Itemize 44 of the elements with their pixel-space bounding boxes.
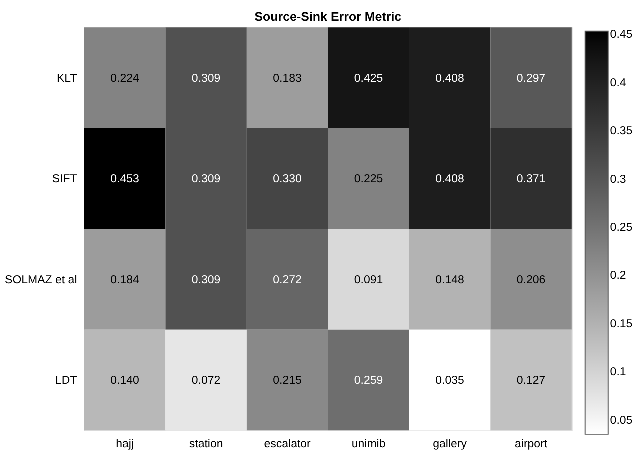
data-label: 0.072	[192, 375, 221, 388]
data-label: 0.184	[110, 274, 140, 286]
data-label: 0.309	[192, 174, 221, 186]
data-label: 0.408	[436, 72, 464, 85]
color-bar-label: 0.2	[610, 270, 626, 282]
color-bar-label: 0.4	[610, 77, 627, 90]
data-label: 0.371	[516, 174, 546, 186]
data-label: 0.259	[354, 375, 384, 388]
data-label: 0.309	[192, 72, 221, 85]
data-label: 0.215	[273, 375, 302, 388]
color-bar-label: 0.1	[610, 366, 626, 379]
color-bar-label: 0.3	[610, 174, 626, 186]
data-label: 0.330	[273, 174, 302, 186]
x-tick-label: station	[189, 438, 224, 450]
chart-title: Source-Sink Error Metric	[254, 10, 402, 24]
data-label: 0.453	[110, 174, 140, 186]
data-label: 0.297	[516, 72, 546, 85]
data-label: 0.224	[110, 72, 140, 85]
data-label: 0.309	[192, 274, 221, 286]
x-tick-label: escalator	[264, 438, 312, 450]
color-bar-label: 0.45	[610, 29, 633, 42]
x-tick-label: unimib	[352, 438, 386, 450]
data-label: 0.148	[436, 274, 464, 286]
y-tick-label: LDT	[56, 375, 78, 388]
color-bar-label: 0.25	[610, 222, 633, 234]
data-label: 0.091	[354, 274, 384, 286]
data-label: 0.140	[110, 375, 140, 388]
data-label: 0.425	[354, 72, 384, 85]
data-label: 0.206	[516, 274, 546, 286]
y-tick-label: KLT	[56, 72, 78, 85]
data-label: 0.127	[516, 375, 546, 388]
x-tick-label: hajj	[116, 438, 134, 450]
data-label: 0.225	[354, 174, 384, 186]
color-bar-label: 0.15	[610, 318, 633, 330]
data-label: 0.035	[436, 375, 464, 388]
data-label: 0.183	[273, 72, 302, 85]
y-tick-label: SOLMAZ et al	[5, 274, 78, 286]
color-bar-label: 0.05	[610, 414, 633, 427]
x-tick-label: airport	[514, 438, 548, 450]
y-tick-label: SIFT	[52, 174, 78, 186]
x-tick-label: gallery	[433, 438, 468, 450]
data-label: 0.408	[436, 174, 464, 186]
data-label: 0.272	[273, 274, 302, 286]
color-bar-label: 0.35	[610, 126, 633, 138]
